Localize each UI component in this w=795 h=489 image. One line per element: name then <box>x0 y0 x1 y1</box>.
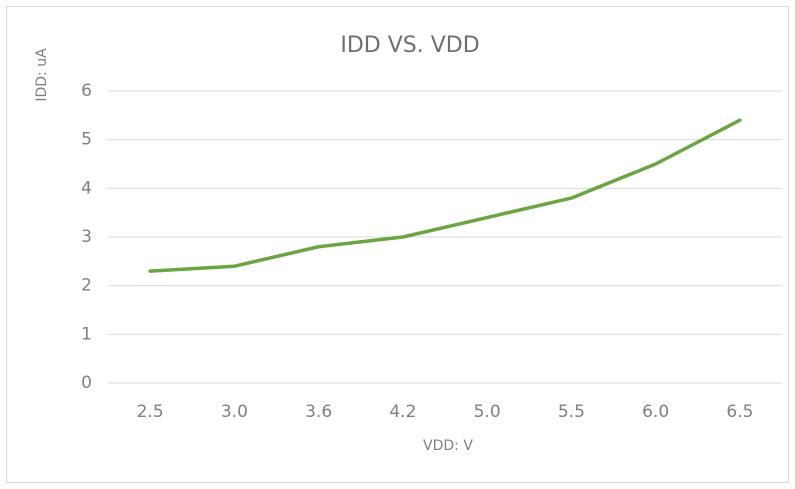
y-tick-label: 4 <box>81 178 92 198</box>
x-axis-title: VDD: V <box>423 438 473 454</box>
x-tick-label: 4.2 <box>389 402 416 422</box>
x-tick-label: 2.5 <box>137 402 164 422</box>
y-tick-label: 0 <box>81 373 92 393</box>
x-tick-label: 6.5 <box>726 402 753 422</box>
x-tick-label: 3.0 <box>221 402 248 422</box>
x-tick-label: 5.5 <box>558 402 585 422</box>
y-tick-label: 5 <box>81 130 92 150</box>
data-line <box>148 118 742 273</box>
chart-frame <box>6 6 789 483</box>
y-tick-label: 2 <box>81 276 92 296</box>
y-axis-title: IDD: uA <box>34 48 50 102</box>
x-tick-label: 5.0 <box>474 402 501 422</box>
y-tick-label: 6 <box>81 81 92 101</box>
x-tick-label: 3.6 <box>305 402 332 422</box>
x-tick-label: 6.0 <box>642 402 669 422</box>
chart-title: IDD VS. VDD <box>340 33 479 58</box>
y-tick-label: 1 <box>81 324 92 344</box>
y-tick-label: 3 <box>81 227 92 247</box>
